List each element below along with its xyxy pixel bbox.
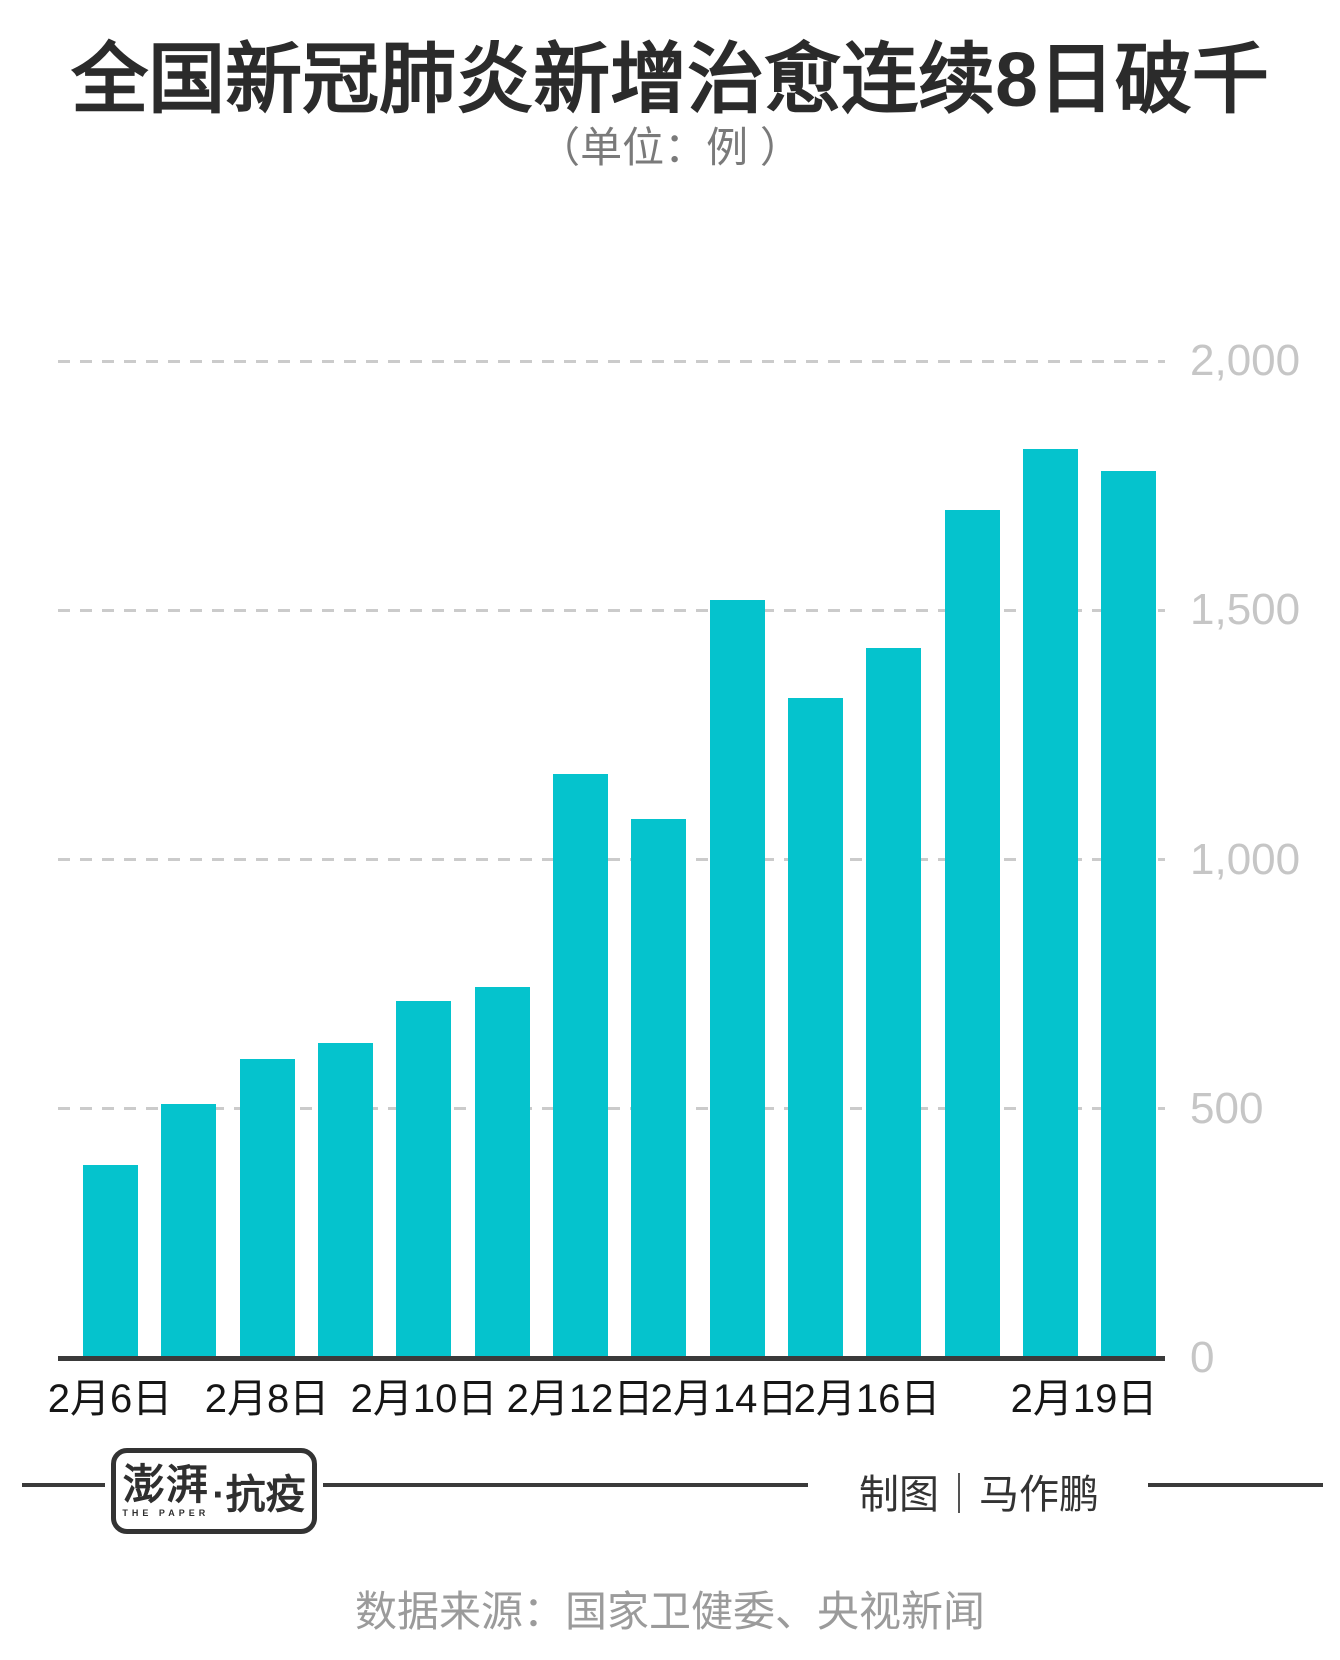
bar-2月12日 <box>552 774 608 1358</box>
x-axis-tick-label: 2月8日 <box>204 1377 330 1421</box>
footer-divider-middle <box>323 1483 808 1487</box>
thepaper-logo: 澎湃 THE PAPER ·抗疫 <box>111 1448 317 1534</box>
x-axis-tick-label: 2月6日 <box>47 1377 173 1421</box>
bar-2月13日 <box>631 819 687 1358</box>
x-axis-tick-label: 2月10日 <box>350 1377 498 1421</box>
page-title: 全国新冠肺炎新增治愈连续8日破千 <box>71 37 1269 123</box>
footer-divider-right <box>1148 1483 1323 1487</box>
bar-2月17日 <box>944 510 1000 1358</box>
bar-2月16日 <box>866 647 922 1358</box>
bar-2月14日 <box>709 600 765 1358</box>
unit-subtitle: （单位：例 ） <box>538 124 802 171</box>
gridline-2000 <box>58 359 1165 363</box>
thepaper-logo-wordmark: 澎湃 THE PAPER <box>122 1464 209 1518</box>
y-axis-tick-label: 2,000 <box>1190 336 1301 385</box>
x-axis-tick-label: 2月19日 <box>1010 1377 1158 1421</box>
x-axis-line <box>58 1356 1165 1361</box>
logo-brand-text: 澎湃 <box>122 1461 209 1508</box>
bar-2月7日 <box>161 1103 217 1358</box>
x-axis-tick-label: 2月14日 <box>650 1377 798 1421</box>
bar-2月9日 <box>317 1042 373 1358</box>
bar-2月19日 <box>1101 471 1157 1358</box>
gridline-500 <box>58 1107 1165 1111</box>
logo-brand-subtext: THE PAPER <box>122 1508 210 1518</box>
bar-2月6日 <box>83 1165 138 1358</box>
y-axis-tick-label: 0 <box>1190 1333 1215 1382</box>
y-axis-tick-label: 500 <box>1190 1083 1264 1133</box>
gridline-1000 <box>58 858 1165 861</box>
bar-2月8日 <box>239 1058 295 1358</box>
gridline-1500 <box>58 608 1165 612</box>
y-axis-tick-label: 1,000 <box>1190 834 1301 884</box>
logo-campaign-text: ·抗疫 <box>212 1473 306 1517</box>
x-axis-tick-label: 2月16日 <box>793 1377 941 1421</box>
bar-2月11日 <box>474 987 530 1358</box>
y-axis-tick-label: 1,500 <box>1190 585 1301 635</box>
x-axis-tick-label: 2月12日 <box>506 1377 654 1421</box>
credit-text: 制图｜马作鹏 <box>859 1473 1099 1517</box>
bar-2月15日 <box>787 698 843 1358</box>
bar-2月10日 <box>396 1001 452 1358</box>
footer-divider-left <box>22 1483 105 1487</box>
data-source-text: 数据来源：国家卫健委、央视新闻 <box>354 1588 985 1635</box>
bar-2月18日 <box>1022 448 1078 1358</box>
